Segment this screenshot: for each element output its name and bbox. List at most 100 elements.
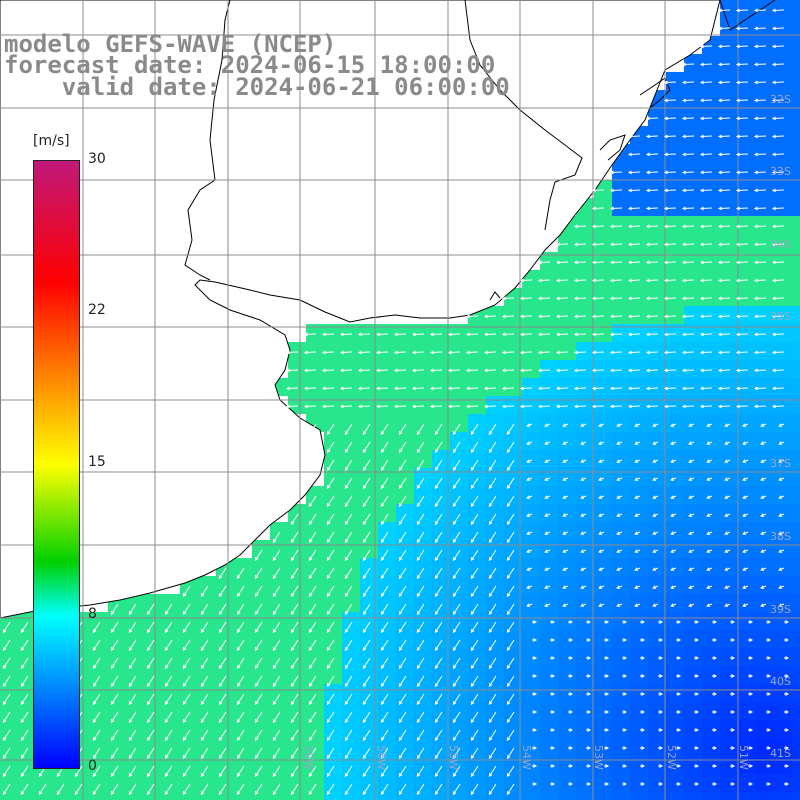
field-cell bbox=[414, 576, 432, 594]
field-cell bbox=[396, 468, 414, 486]
field-cell bbox=[414, 666, 432, 684]
wind-arrow bbox=[699, 116, 713, 121]
field-cell bbox=[630, 684, 648, 702]
field-cell bbox=[666, 486, 684, 504]
wind-arrow bbox=[706, 477, 713, 481]
field-cell bbox=[396, 414, 414, 432]
field-cell bbox=[702, 792, 720, 800]
field-cell bbox=[396, 558, 414, 576]
wind-arrow bbox=[218, 747, 227, 760]
lat-label: 39S bbox=[770, 603, 791, 616]
field-cell bbox=[792, 594, 800, 612]
wind-arrow bbox=[663, 350, 677, 355]
wind-arrow bbox=[290, 783, 299, 796]
wind-arrow bbox=[416, 657, 425, 670]
field-cell bbox=[630, 792, 648, 800]
wind-arrow bbox=[2, 675, 11, 688]
field-cell bbox=[306, 540, 324, 558]
field-cell bbox=[720, 162, 738, 180]
field-cell bbox=[648, 684, 666, 702]
wind-arrow bbox=[393, 368, 407, 373]
field-cell bbox=[378, 324, 396, 342]
field-cell bbox=[558, 306, 576, 324]
wind-arrow bbox=[501, 350, 515, 355]
field-cell bbox=[756, 108, 774, 126]
wind-arrow bbox=[506, 549, 515, 562]
field-cell bbox=[324, 738, 342, 756]
field-cell bbox=[252, 558, 270, 576]
field-cell bbox=[414, 540, 432, 558]
field-cell bbox=[576, 648, 594, 666]
field-cell bbox=[486, 558, 504, 576]
field-cell bbox=[666, 216, 684, 234]
field-cell bbox=[792, 0, 800, 18]
field-cell bbox=[666, 234, 684, 252]
wind-arrow bbox=[622, 656, 628, 660]
field-cell bbox=[540, 414, 558, 432]
field-cell bbox=[396, 324, 414, 342]
field-cell bbox=[612, 342, 630, 360]
field-cell bbox=[756, 180, 774, 198]
wind-arrow bbox=[380, 459, 389, 472]
wind-arrow bbox=[604, 638, 610, 642]
field-cell bbox=[468, 648, 486, 666]
field-cell bbox=[684, 576, 702, 594]
wind-arrow bbox=[182, 783, 191, 796]
field-cell bbox=[774, 162, 792, 180]
field-cell bbox=[738, 792, 756, 800]
wind-arrow bbox=[766, 764, 772, 768]
field-cell bbox=[774, 180, 792, 198]
wind-arrow bbox=[452, 567, 461, 580]
field-cell bbox=[666, 90, 684, 108]
wind-arrow bbox=[164, 783, 173, 796]
field-cell bbox=[540, 486, 558, 504]
field-cell bbox=[342, 792, 360, 800]
field-cell bbox=[36, 792, 54, 800]
wind-arrow bbox=[488, 783, 497, 796]
wind-arrow bbox=[712, 692, 718, 696]
wind-arrow bbox=[760, 495, 767, 499]
field-cell bbox=[450, 324, 468, 342]
field-cell bbox=[126, 684, 144, 702]
wind-arrow bbox=[362, 639, 371, 652]
field-cell bbox=[756, 774, 774, 792]
field-cell bbox=[486, 324, 504, 342]
wind-arrow bbox=[470, 783, 479, 796]
wind-arrow bbox=[591, 206, 605, 211]
wind-arrow bbox=[580, 549, 587, 553]
field-cell bbox=[396, 486, 414, 504]
field-cell bbox=[126, 666, 144, 684]
wind-arrow bbox=[411, 386, 425, 391]
wind-arrow bbox=[434, 567, 443, 580]
wind-arrow bbox=[321, 368, 335, 373]
field-cell bbox=[792, 54, 800, 72]
wind-arrow bbox=[236, 567, 245, 580]
field-cell bbox=[468, 414, 486, 432]
wind-arrow bbox=[488, 729, 497, 742]
field-cell bbox=[612, 414, 630, 432]
field-cell bbox=[432, 378, 450, 396]
field-cell bbox=[432, 342, 450, 360]
wind-arrow bbox=[285, 368, 299, 373]
field-cell bbox=[666, 648, 684, 666]
field-cell bbox=[738, 288, 756, 306]
field-cell bbox=[450, 486, 468, 504]
wind-arrow bbox=[488, 549, 497, 562]
field-cell bbox=[756, 720, 774, 738]
field-cell bbox=[666, 342, 684, 360]
wind-arrow bbox=[254, 657, 263, 670]
wind-arrow bbox=[735, 296, 749, 301]
field-cell bbox=[594, 648, 612, 666]
wind-arrow bbox=[537, 314, 551, 319]
wind-arrow bbox=[452, 657, 461, 670]
field-cell bbox=[792, 648, 800, 666]
field-cell bbox=[468, 792, 486, 800]
field-cell bbox=[774, 468, 792, 486]
field-cell bbox=[648, 756, 666, 774]
wind-arrow bbox=[663, 134, 677, 139]
wind-arrow bbox=[634, 477, 641, 481]
field-cell bbox=[774, 576, 792, 594]
field-cell bbox=[648, 414, 666, 432]
wind-arrow bbox=[717, 134, 731, 139]
wind-arrow bbox=[218, 657, 227, 670]
